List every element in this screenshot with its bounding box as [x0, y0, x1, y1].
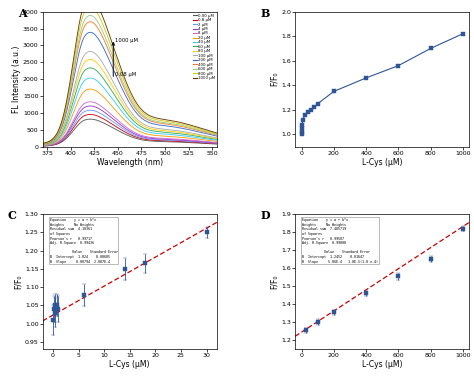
- Point: [330, 88, 337, 95]
- Text: D: D: [260, 210, 270, 221]
- X-axis label: L-Cys (μM): L-Cys (μM): [109, 360, 150, 369]
- Text: Equation    y = a + b*x
Weights     No Weights
Residual sum  7.485719
of Squares: Equation y = a + b*x Weights No Weights …: [302, 218, 378, 263]
- Text: 1000 μM: 1000 μM: [115, 38, 138, 43]
- Point: [459, 31, 466, 37]
- Point: [362, 75, 370, 81]
- Point: [298, 129, 306, 135]
- Legend: 0.00 μM, 0.8 μM, 2 μM, 4 μM, 8 μM, 20 μM, 40 μM, 60 μM, 80 μM, 100 μM, 200 μM, 4: 0.00 μM, 0.8 μM, 2 μM, 4 μM, 8 μM, 20 μM…: [191, 12, 217, 81]
- Point: [299, 116, 307, 123]
- Point: [301, 112, 309, 118]
- Point: [299, 121, 306, 128]
- Point: [314, 100, 321, 107]
- X-axis label: L-Cys (μM): L-Cys (μM): [362, 158, 402, 167]
- X-axis label: L-Cys (μM): L-Cys (μM): [362, 360, 402, 369]
- Point: [310, 104, 318, 111]
- X-axis label: Wavelength (nm): Wavelength (nm): [97, 158, 163, 167]
- Point: [304, 109, 312, 115]
- Point: [308, 107, 315, 113]
- Text: Equation    y = a + b*x
Weights     No Weights
Residual sum  4.18361
of Squares
: Equation y = a + b*x Weights No Weights …: [50, 218, 118, 263]
- Y-axis label: F/F₀: F/F₀: [270, 274, 279, 289]
- Y-axis label: F/F₀: F/F₀: [14, 274, 23, 289]
- Text: C: C: [8, 210, 17, 221]
- Text: 0.08 μM: 0.08 μM: [115, 73, 137, 78]
- Point: [298, 125, 306, 132]
- Point: [394, 62, 402, 69]
- Text: B: B: [260, 8, 270, 19]
- Text: A: A: [18, 8, 27, 19]
- Y-axis label: F/F₀: F/F₀: [270, 72, 279, 87]
- Y-axis label: FL Intensity (a.u.): FL Intensity (a.u.): [12, 45, 21, 113]
- Point: [427, 45, 434, 52]
- Point: [298, 131, 305, 137]
